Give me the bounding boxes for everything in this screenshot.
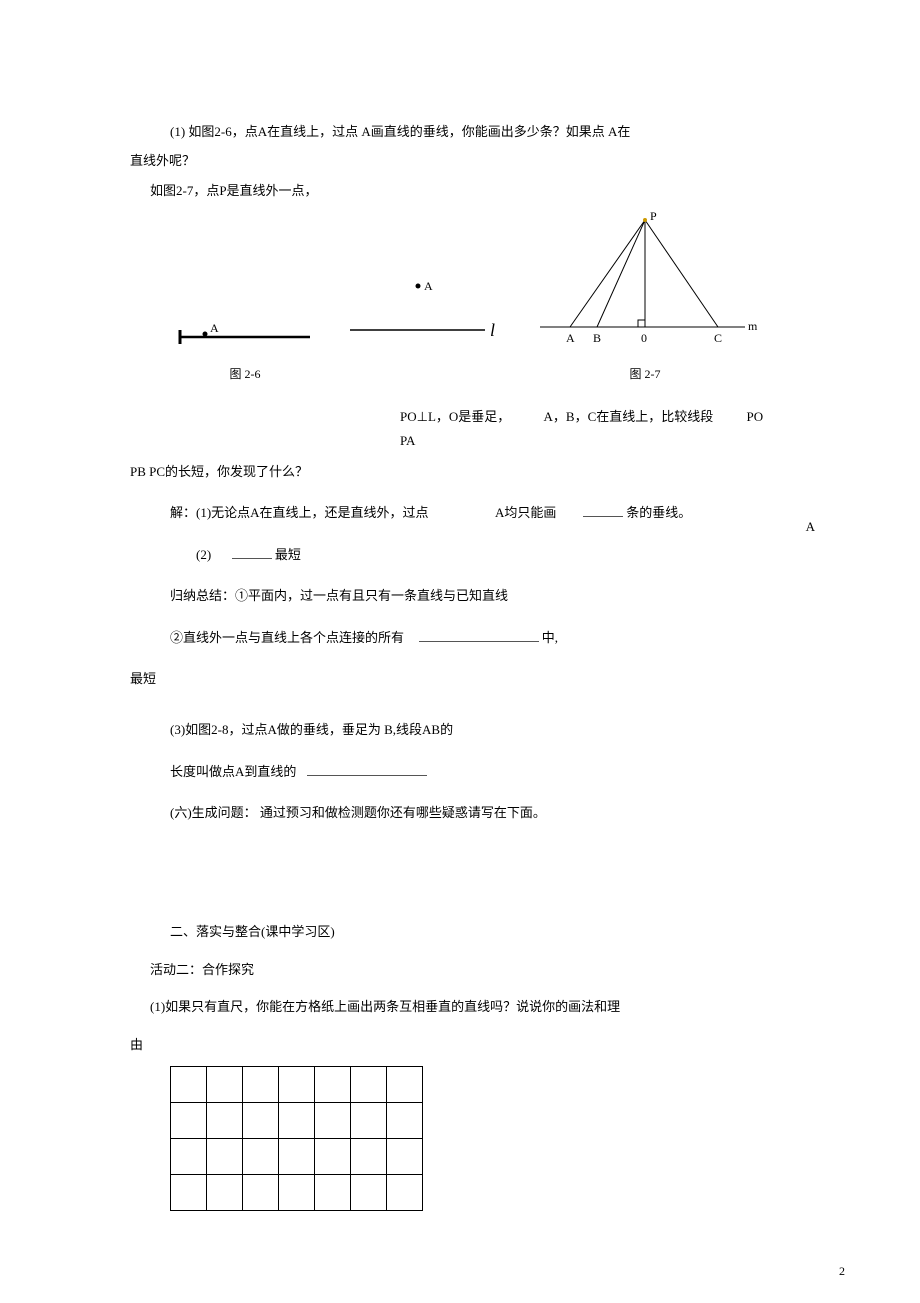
section-2-p1: (1)如果只有直尺，你能在方格纸上画出两条互相垂直的直线吗？说说你的画法和理	[130, 995, 790, 1018]
figure-2-7: P A B 0 C m 图 2-7	[530, 212, 760, 385]
paragraph-4: PB PC的长短，你发现了什么？	[130, 460, 790, 483]
svg-text:l: l	[490, 320, 495, 340]
pol-line: PO⊥L，O是垂足， A，B，C在直线上，比较线段 PO PA	[130, 405, 790, 452]
svg-text:m: m	[748, 319, 758, 333]
shortest-line: 最短	[130, 667, 790, 690]
figure-2-7-caption: 图 2-7	[530, 364, 760, 386]
paragraph-3: 如图2-7，点P是直线外一点，	[130, 179, 790, 202]
svg-text:A: A	[566, 331, 575, 345]
paragraph-5: (3)如图2-8，过点A做的垂线，垂足为 B,线段AB的	[130, 718, 790, 741]
svg-text:A: A	[424, 279, 433, 293]
section-2-p2: 由	[130, 1033, 790, 1056]
paragraph-6: 长度叫做点A到直线的	[130, 760, 790, 783]
svg-text:B: B	[593, 331, 601, 345]
page-number: 2	[839, 1261, 845, 1283]
svg-text:P: P	[650, 212, 657, 223]
solution-2: (2) 最短	[130, 543, 790, 566]
section-2-title: 二、落实与整合(课中学习区)	[130, 920, 790, 943]
rule-2: ②直线外一点与直线上各个点连接的所有 中,	[130, 626, 790, 649]
paragraph-7: (六)生成问题： 通过预习和做检测题你还有哪些疑惑请写在下面。	[130, 801, 790, 824]
floating-label-a: A	[806, 515, 815, 538]
svg-text:A: A	[210, 321, 219, 335]
activity-2: 活动二：合作探究	[130, 958, 790, 981]
figure-middle: A l	[340, 272, 510, 385]
solution-1: 解：(1)无论点A在直线上，还是直线外，过点 A均只能画 条的垂线。	[130, 501, 790, 524]
figures-row: A 图 2-6 A l P A	[170, 212, 790, 385]
rule-1: 归纳总结：①平面内，过一点有且只有一条直线与已知直线	[130, 584, 790, 607]
paragraph-1: (1) 如图2-6，点A在直线上，过点 A画直线的垂线，你能画出多少条？如果点 …	[130, 120, 790, 143]
grid-paper	[170, 1066, 423, 1211]
paragraph-2: 直线外呢？	[130, 149, 195, 172]
svg-text:0: 0	[641, 331, 647, 345]
svg-text:C: C	[714, 331, 722, 345]
figure-2-6: A 图 2-6	[170, 292, 320, 385]
figure-2-6-caption: 图 2-6	[170, 364, 320, 386]
